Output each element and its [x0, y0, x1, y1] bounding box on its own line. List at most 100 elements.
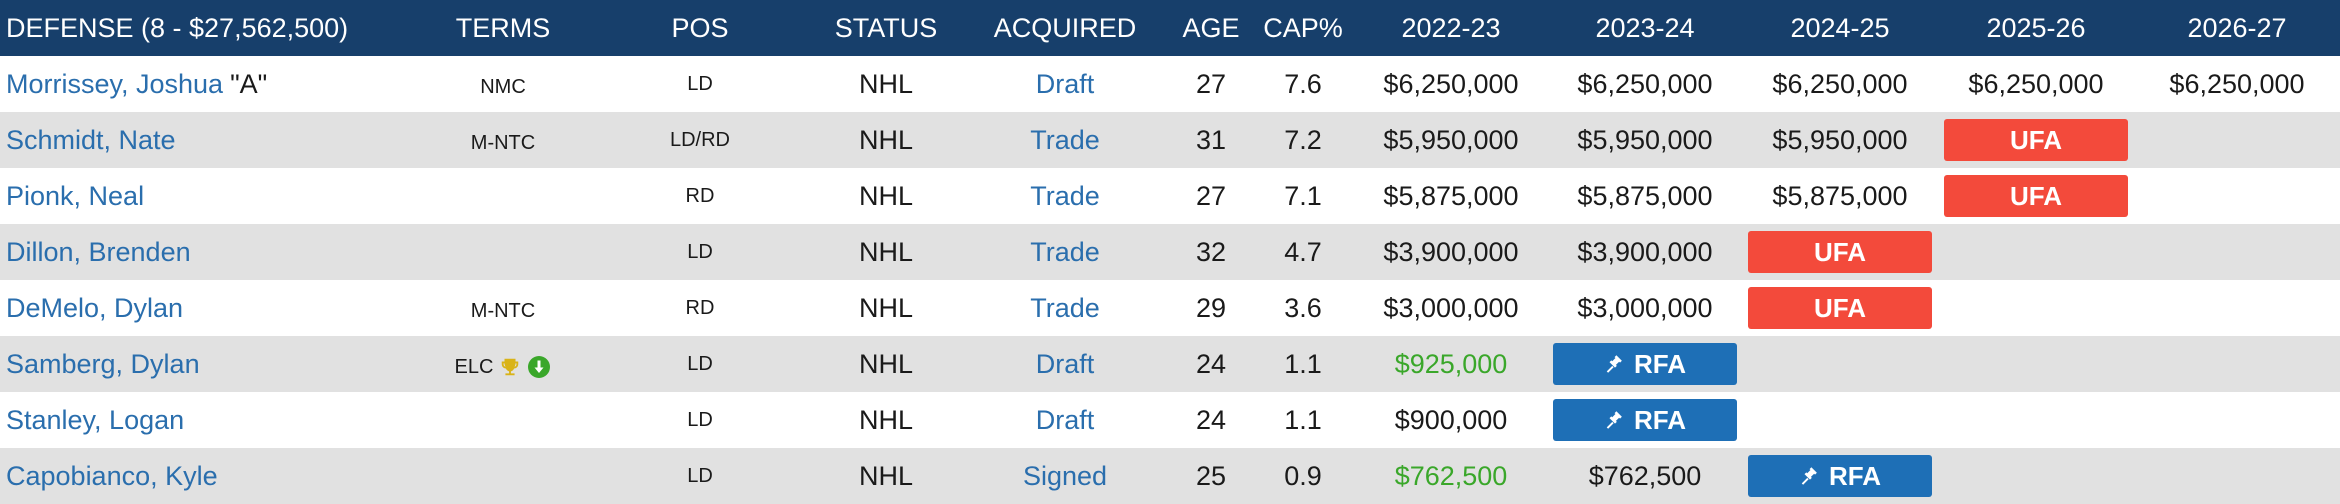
status-cell-year: UFA: [1742, 280, 1938, 336]
age-cell: 32: [1195, 236, 1227, 267]
salary-cell: $3,900,000: [1577, 236, 1713, 267]
terms-cell: [418, 392, 588, 448]
position-cell: LD: [687, 352, 713, 375]
acquired-link[interactable]: Trade: [1030, 292, 1100, 323]
position-cell: LD: [687, 240, 713, 263]
empty-year-cell: [2134, 280, 2340, 336]
player-name-link[interactable]: Dillon, Brenden: [6, 236, 191, 267]
age-cell: 31: [1195, 124, 1227, 155]
col-header-defense[interactable]: DEFENSE (8 - $27,562,500): [6, 12, 349, 43]
terms-cell: [418, 448, 588, 504]
player-name-link[interactable]: DeMelo, Dylan: [6, 292, 184, 323]
empty-year-cell: [1938, 392, 2134, 448]
ufa-badge[interactable]: UFA: [1748, 231, 1932, 273]
acquired-link[interactable]: Draft: [1035, 348, 1095, 379]
terms-cell: [418, 224, 588, 280]
empty-year-cell: [2134, 392, 2340, 448]
col-header-age[interactable]: AGE: [1182, 12, 1240, 43]
table-row: Morrissey, Joshua "A" NMC LD NHL Draft 27 7.6 $6…: [0, 56, 2340, 112]
empty-year-cell: [1938, 448, 2134, 504]
status-cell-year: UFA: [1742, 224, 1938, 280]
player-name-link[interactable]: Stanley, Logan: [6, 404, 185, 435]
col-header-cap[interactable]: CAP%: [1263, 12, 1343, 43]
cap-percent-cell: 7.6: [1284, 68, 1322, 99]
status-cell: NHL: [858, 348, 913, 379]
salary-cell: $3,900,000: [1383, 236, 1519, 267]
age-cell: 24: [1195, 404, 1227, 435]
table-row: DeMelo, Dylan M-NTC RD NHL Trade 29 3.6 $3,000,…: [0, 280, 2340, 336]
col-header-2024-25[interactable]: 2024-25: [1790, 12, 1890, 43]
rfa-label: RFA: [1634, 348, 1686, 379]
status-cell-year: RFA: [1548, 336, 1742, 392]
empty-year-cell: [2134, 112, 2340, 168]
col-header-2025-26[interactable]: 2025-26: [1986, 12, 2086, 43]
acquired-link[interactable]: Draft: [1035, 68, 1095, 99]
salary-cell: $5,950,000: [1577, 124, 1713, 155]
rfa-badge[interactable]: RFA: [1553, 343, 1737, 385]
player-name-link[interactable]: Morrissey, Joshua: [6, 68, 224, 99]
empty-year-cell: [1742, 392, 1938, 448]
acquired-link[interactable]: Trade: [1030, 124, 1100, 155]
status-cell-year: RFA: [1742, 448, 1938, 504]
empty-year-cell: [1938, 224, 2134, 280]
player-name-cell: Dillon, Brenden: [0, 224, 418, 280]
salary-cell: $762,500: [1394, 460, 1508, 491]
col-header-status[interactable]: STATUS: [834, 12, 938, 43]
col-header-pos[interactable]: POS: [671, 12, 729, 43]
age-cell: 27: [1195, 68, 1227, 99]
ufa-badge[interactable]: UFA: [1748, 287, 1932, 329]
down-arrow-circle-icon[interactable]: [527, 355, 551, 379]
ufa-label: UFA: [2010, 180, 2062, 211]
cap-percent-cell: 1.1: [1284, 404, 1322, 435]
contract-terms: NMC: [480, 75, 526, 98]
acquired-link[interactable]: Signed: [1022, 460, 1108, 491]
empty-year-cell: [2134, 168, 2340, 224]
player-name-cell: Capobianco, Kyle: [0, 448, 418, 504]
player-name-link[interactable]: Schmidt, Nate: [6, 124, 176, 155]
status-cell: NHL: [858, 180, 913, 211]
empty-year-cell: [1938, 336, 2134, 392]
player-name-cell: Morrissey, Joshua "A": [0, 56, 418, 112]
terms-cell: M-NTC: [418, 112, 588, 168]
salary-cell: $900,000: [1394, 404, 1508, 435]
player-name-cell: Stanley, Logan: [0, 392, 418, 448]
salary-cell: $6,250,000: [1968, 68, 2104, 99]
status-cell: NHL: [858, 404, 913, 435]
terms-cell: M-NTC: [418, 280, 588, 336]
rfa-badge[interactable]: RFA: [1553, 399, 1737, 441]
position-cell: RD: [685, 296, 715, 319]
position-cell: LD: [687, 72, 713, 95]
ufa-label: UFA: [2010, 124, 2062, 155]
trophy-icon[interactable]: [499, 356, 521, 378]
col-header-2026-27[interactable]: 2026-27: [2187, 12, 2287, 43]
salary-cell: $5,950,000: [1772, 124, 1908, 155]
status-cell-year: RFA: [1548, 392, 1742, 448]
player-name-link[interactable]: Capobianco, Kyle: [6, 460, 218, 491]
acquired-link[interactable]: Trade: [1030, 236, 1100, 267]
acquired-link[interactable]: Trade: [1030, 180, 1100, 211]
acquired-link[interactable]: Draft: [1035, 404, 1095, 435]
acquired-cell: Trade: [960, 112, 1170, 168]
salary-cell: $762,500: [1588, 460, 1702, 491]
col-header-2022-23[interactable]: 2022-23: [1401, 12, 1501, 43]
player-name-cell: DeMelo, Dylan: [0, 280, 418, 336]
rfa-badge[interactable]: RFA: [1748, 455, 1932, 497]
table-row: Stanley, Logan LD NHL Draft 24 1.1 $900,000 RFA: [0, 392, 2340, 448]
col-header-acquired[interactable]: ACQUIRED: [993, 12, 1137, 43]
terms-cell: ELC: [418, 336, 588, 392]
gavel-icon: [1799, 465, 1821, 487]
acquired-cell: Trade: [960, 224, 1170, 280]
contract-terms: M-NTC: [470, 299, 536, 322]
empty-year-cell: [1742, 336, 1938, 392]
status-cell: NHL: [858, 236, 913, 267]
empty-year-cell: [2134, 224, 2340, 280]
ufa-badge[interactable]: UFA: [1944, 175, 2128, 217]
salary-cell: $3,000,000: [1577, 292, 1713, 323]
player-name-link[interactable]: Pionk, Neal: [6, 180, 145, 211]
table-row: Capobianco, Kyle LD NHL Signed 25 0.9 $762,500…: [0, 448, 2340, 504]
rfa-label: RFA: [1829, 460, 1881, 491]
col-header-terms[interactable]: TERMS: [455, 12, 551, 43]
player-name-link[interactable]: Samberg, Dylan: [6, 348, 200, 379]
ufa-badge[interactable]: UFA: [1944, 119, 2128, 161]
col-header-2023-24[interactable]: 2023-24: [1595, 12, 1695, 43]
